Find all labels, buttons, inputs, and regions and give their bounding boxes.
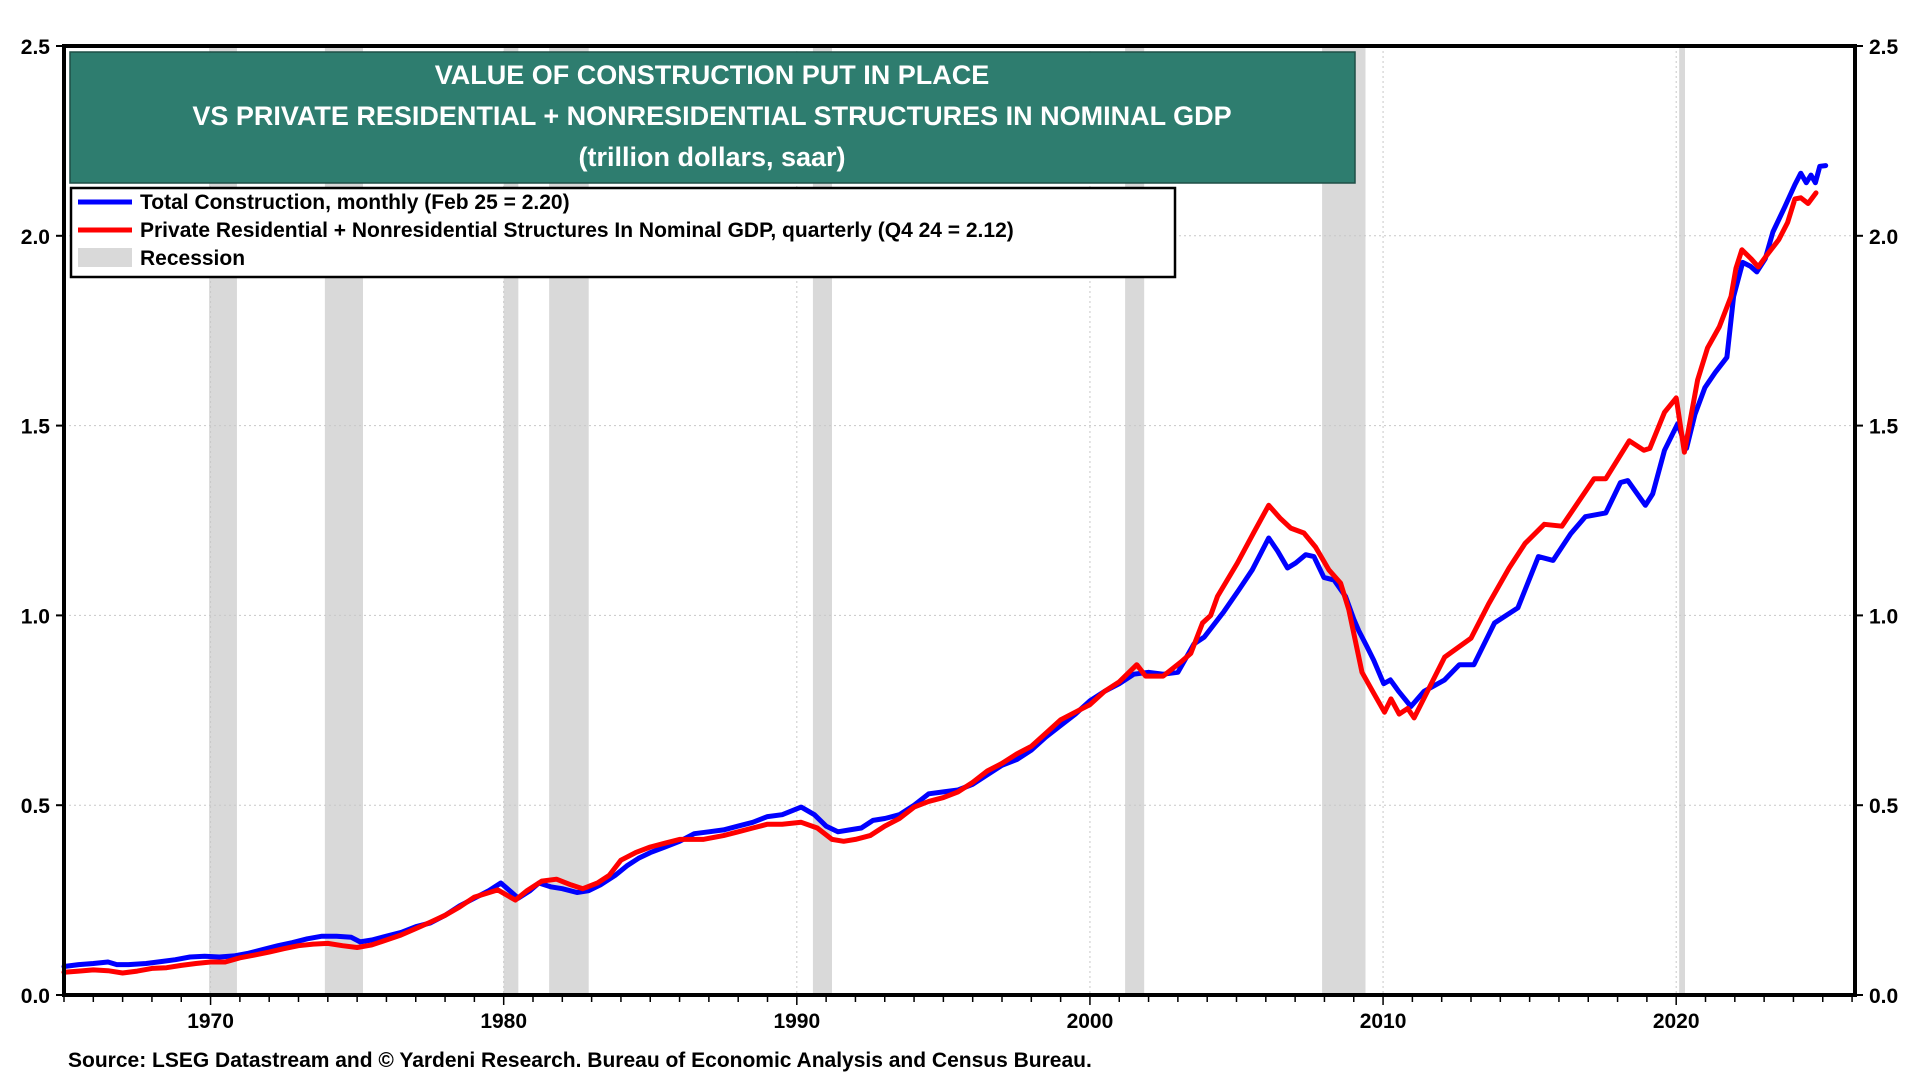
x-tick-label: 1980 [480,1010,527,1033]
series-lines [61,163,1829,976]
series-line-private-structures [61,190,1819,976]
legend-label-recession: Recession [140,247,245,270]
chart-title-line-2: VS PRIVATE RESIDENTIAL + NONRESIDENTIAL … [192,101,1231,131]
y-tick-label-left: 1.0 [21,605,50,628]
y-tick-label-left: 0.0 [21,985,50,1008]
recession-band [1322,46,1366,995]
y-tick-label-right: 0.5 [1869,795,1899,818]
legend-label-total-construction: Total Construction, monthly (Feb 25 = 2.… [140,191,570,214]
x-tick-label: 2000 [1067,1010,1114,1033]
recession-band [1679,46,1685,995]
y-tick-label-right: 2.0 [1869,226,1898,249]
chart-subtitle: (trillion dollars, saar) [578,142,845,172]
y-tick-label-right: 1.5 [1869,416,1899,439]
chart-title-line-1: VALUE OF CONSTRUCTION PUT IN PLACE [435,60,990,90]
series-line-total-construction [61,163,1829,969]
plot-frame [62,44,1857,997]
y-tick-label-right: 1.0 [1869,605,1898,628]
x-tick-label: 1990 [773,1010,820,1033]
y-tick-label-right: 0.0 [1869,985,1898,1008]
y-tick-label-left: 0.5 [21,795,51,818]
y-tick-label-left: 1.5 [21,416,51,439]
title-box: VALUE OF CONSTRUCTION PUT IN PLACE VS PR… [69,51,1356,184]
legend: Total Construction, monthly (Feb 25 = 2.… [69,186,1177,279]
title-background [69,51,1356,184]
recession-band [812,46,832,995]
legend-label-private-structures: Private Residential + Nonresidential Str… [140,219,1014,242]
y-tick-label-right: 2.5 [1869,36,1899,59]
x-tick-label: 1970 [187,1010,234,1033]
recession-band [1125,46,1145,995]
legend-box [69,186,1177,279]
source-note: Source: LSEG Datastream and © Yardeni Re… [68,1049,1092,1072]
recession-band [503,46,519,995]
y-tick-label-left: 2.5 [21,36,51,59]
x-tick-label: 2020 [1653,1010,1700,1033]
y-tick-label-left: 2.0 [21,226,50,249]
x-tick-label: 2010 [1360,1010,1407,1033]
axes: 0.0 0.0 0.5 0.5 1.0 1.0 1.5 1.5 2.0 2.0 2.5 2.5 1970… [21,36,1899,1033]
legend-swatch-recession [78,248,132,267]
